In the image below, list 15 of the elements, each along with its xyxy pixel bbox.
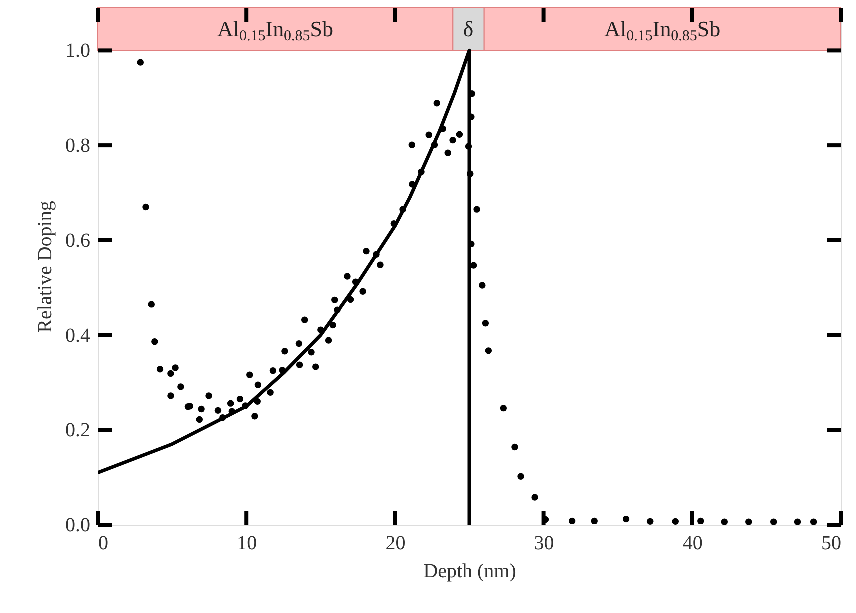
y-tick-label: 0.4: [66, 324, 90, 347]
y-tick-label: 0.8: [66, 135, 90, 158]
x-tick-label: 30: [534, 532, 554, 554]
y-tick-label: 1.0: [66, 40, 90, 62]
x-axis-title: Depth (nm): [424, 560, 516, 582]
y-tick-label: 0.2: [66, 420, 90, 442]
band-label: δ: [463, 16, 474, 42]
x-tick-label: 20: [386, 532, 406, 554]
y-tick-label: 0.6: [66, 230, 90, 252]
y-axis-title: Relative Doping: [34, 201, 56, 333]
x-tick-label: 40: [682, 532, 703, 554]
x-tick-label: 50: [822, 532, 842, 554]
y-tick-label: 0.0: [66, 514, 90, 536]
x-tick-label: 0: [98, 532, 108, 554]
x-tick-label: 10: [237, 532, 258, 554]
